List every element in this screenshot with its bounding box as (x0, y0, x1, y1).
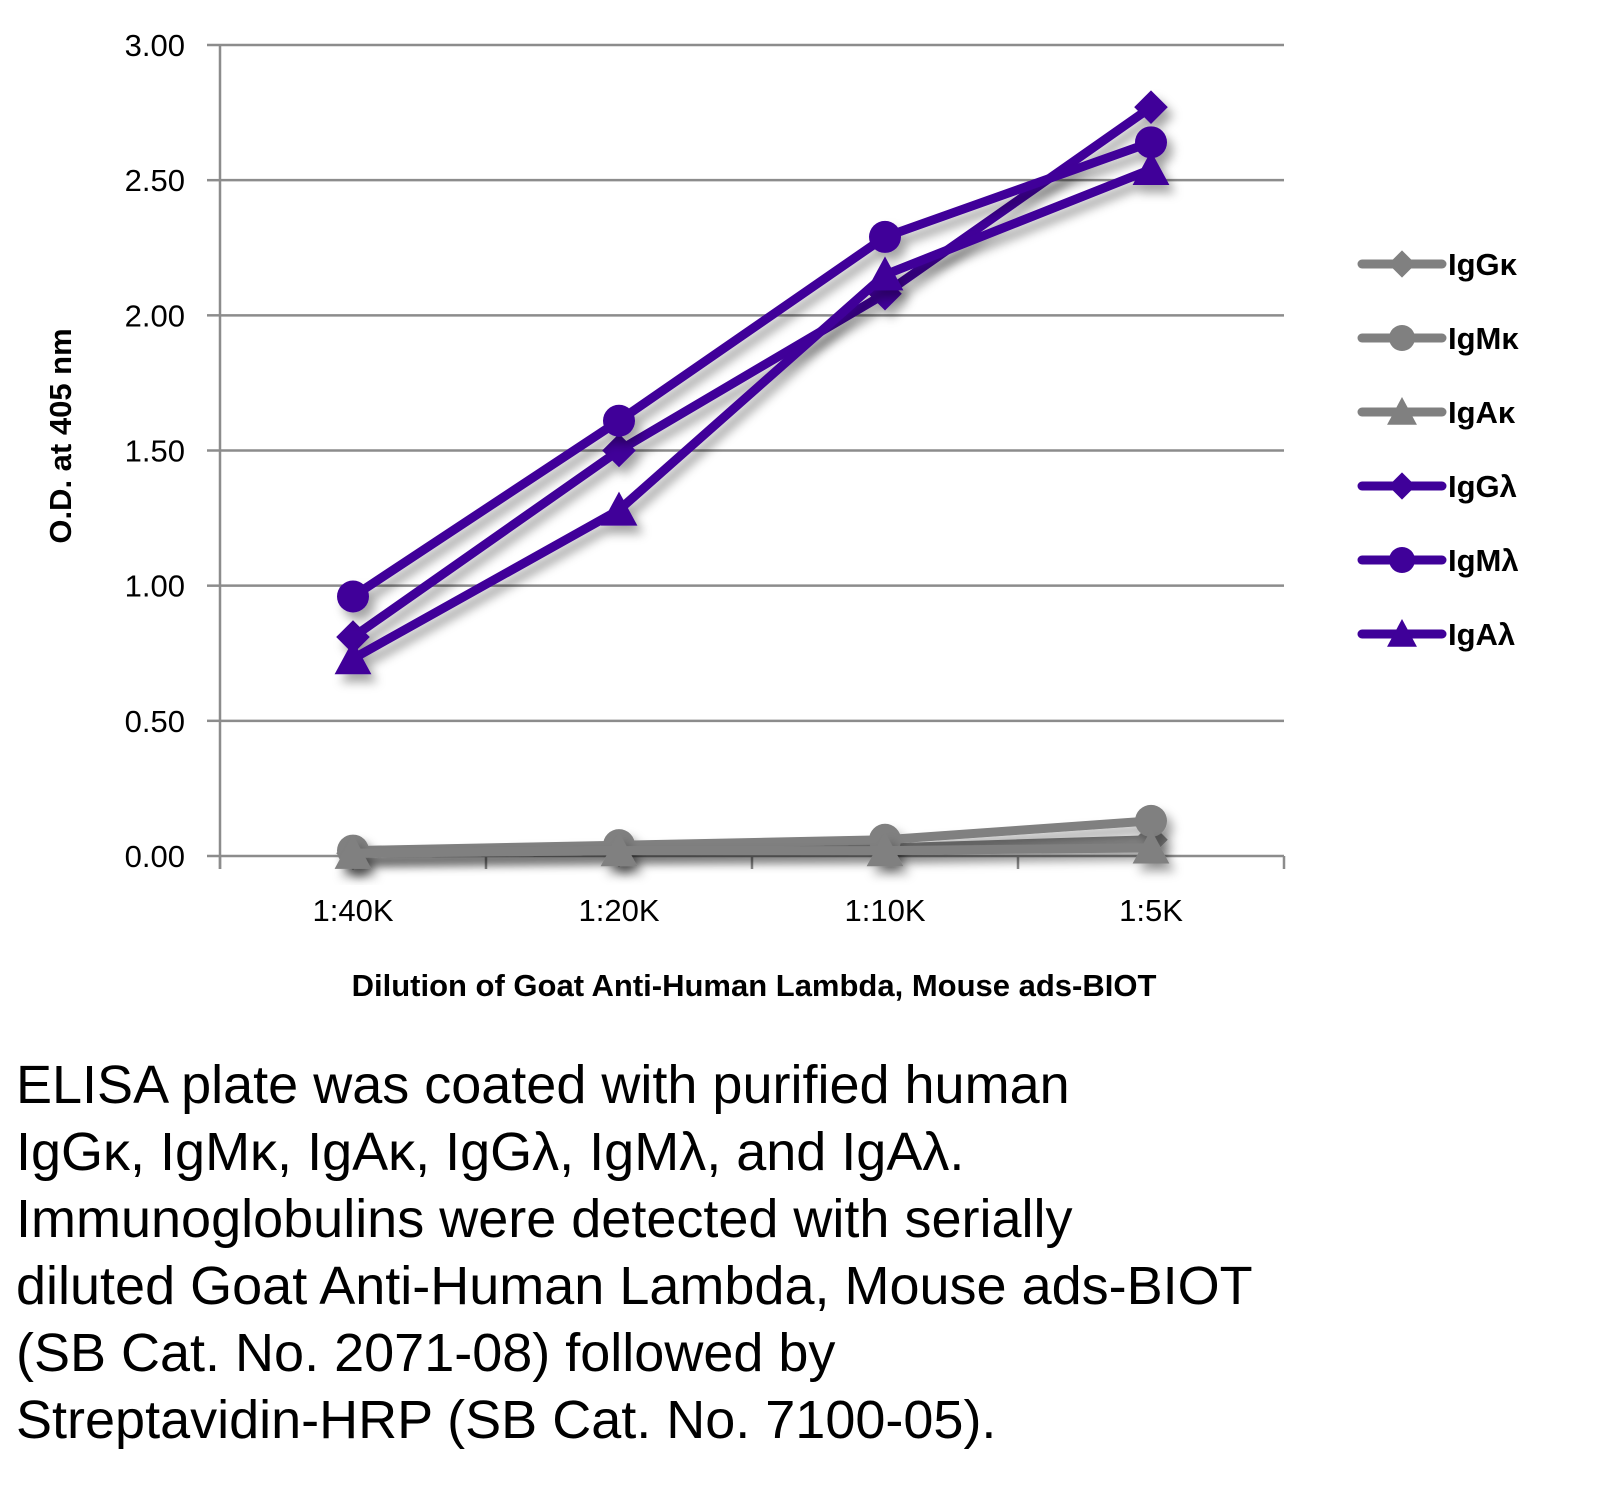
x-tick-label: 1:20K (578, 893, 659, 928)
legend-triangle-icon (1387, 397, 1417, 425)
data-point-diamond-marker: IgGλ 1:20K: 1.5 (602, 433, 636, 468)
data-point-circle-marker: IgMλ 1:40K: 0.96 (337, 580, 369, 613)
series-layer: IgGκ 1:40K: 0.01IgGκ 1:20K: 0.02IgGκ 1:1… (334, 90, 1170, 871)
axes: 0.00 0.50 1.00 1.50 2.00 2.50 3.00 1:40K 1:20K 1:… (125, 28, 1286, 928)
data-point-triangle-marker: IgAλ 1:5K: 2.54 (1132, 150, 1170, 185)
data-point-triangle-marker: IgAλ 1:20K: 1.28 (600, 491, 638, 526)
data-point-circle-marker: IgMλ 1:5K: 2.64 (1135, 126, 1167, 159)
caption-line: ELISA plate was coated with purified hum… (16, 1055, 1070, 1115)
y-tick-label: 1.00 (125, 569, 185, 604)
gridlines (220, 43, 1284, 723)
elisa-line-chart: 0.00 0.50 1.00 1.50 2.00 2.50 3.00 1:40K 1:20K 1:… (43, 28, 1519, 1003)
legend-triangle-icon (1387, 619, 1417, 647)
figure-caption: ELISA plate was coated with purified hum… (16, 1052, 1576, 1454)
series-line (348, 137, 1156, 601)
y-tick-label: 1.50 (125, 434, 185, 469)
legend-item: IgGκ (1357, 247, 1518, 282)
y-tick-label: 2.50 (125, 163, 185, 198)
data-point-diamond-marker: IgGλ 1:10K: 2.08 (868, 276, 902, 311)
series-line (348, 843, 1156, 858)
legend: IgGκ IgMκ IgAκ IgGλ IgMλ IgAλ (1357, 247, 1519, 652)
data-point-triangle-marker: IgAκ 1:10K: 0.02 (866, 832, 904, 867)
legend-label: IgMλ (1448, 543, 1519, 578)
data-point-diamond-marker: IgGλ 1:5K: 2.77 (1134, 90, 1168, 124)
caption-line: diluted Goat Anti-Human Lambda, Mouse ad… (16, 1256, 1253, 1316)
legend-label: IgGκ (1448, 247, 1518, 282)
x-tick-label: 1:10K (844, 893, 925, 928)
legend-circle-icon (1389, 325, 1415, 351)
legend-diamond-icon (1388, 250, 1416, 278)
data-point-triangle-marker: IgAλ 1:40K: 0.73 (334, 640, 372, 675)
legend-item: IgMκ (1357, 321, 1519, 356)
data-point-triangle-marker: IgAλ 1:10K: 2.15 (866, 256, 904, 291)
y-tick-label: 0.00 (125, 839, 185, 874)
data-point-triangle-marker: IgAκ 1:20K: 0.02 (600, 832, 638, 867)
x-tick-label: 1:5K (1119, 893, 1183, 928)
caption-line: (SB Cat. No. 2071-08) followed by (16, 1323, 836, 1383)
y-tick-label: 2.00 (125, 298, 185, 333)
legend-diamond-icon (1388, 472, 1416, 500)
series-2: IgAκ 1:40K: 0.01 IgAκ 1:20K: 0.02 IgAκ 1:1… (334, 829, 1170, 869)
legend-item: IgAκ (1357, 395, 1516, 430)
legend-label: IgAκ (1448, 395, 1516, 430)
legend-item: IgMλ (1357, 543, 1519, 578)
legend-circle-icon (1389, 547, 1415, 573)
legend-label: IgGλ (1448, 469, 1517, 504)
y-tick-label: 3.00 (125, 28, 185, 63)
y-axis-title: O.D. at 405 nm (43, 328, 78, 543)
series-4: IgMλ 1:40K: 0.96 IgMλ 1:20K: 1.61 IgMλ 1:1… (337, 126, 1167, 613)
legend-label: IgAλ (1448, 617, 1515, 652)
data-point-triangle-marker: IgAκ 1:5K: 0.03 (1132, 829, 1170, 864)
data-point-circle-marker: IgMλ 1:10K: 2.29 (869, 220, 901, 253)
data-point-diamond-marker: IgGλ 1:40K: 0.81 (336, 620, 370, 654)
x-axis-title: Dilution of Goat Anti-Human Lambda, Mous… (352, 968, 1157, 1003)
data-point-circle-marker: IgMκ 1:5K: 0.13 (1135, 804, 1167, 837)
series-3: IgGλ 1:40K: 0.81 IgGλ 1:20K: 1.5 IgGλ 1:10… (336, 90, 1168, 654)
legend-label: IgMκ (1448, 321, 1519, 356)
x-tick-label: 1:40K (312, 893, 393, 928)
legend-item: IgAλ (1357, 617, 1515, 652)
data-point-circle-marker: IgMλ 1:20K: 1.61 (603, 404, 635, 437)
legend-item: IgGλ (1357, 469, 1517, 504)
caption-line: Streptavidin-HRP (SB Cat. No. 7100-05). (16, 1390, 997, 1450)
series-5: IgAλ 1:40K: 0.73 IgAλ 1:20K: 1.28 IgAλ 1:1… (334, 150, 1170, 675)
data-point-triangle-marker: IgAκ 1:40K: 0.01 (334, 834, 372, 869)
y-tick-label: 0.50 (125, 704, 185, 739)
caption-line: IgGκ, IgMκ, IgAκ, IgGλ, IgMλ, and IgAλ. (16, 1122, 965, 1182)
caption-line: Immunoglobulins were detected with seria… (16, 1189, 1073, 1249)
series-line (348, 164, 1156, 664)
series-line (348, 102, 1156, 642)
